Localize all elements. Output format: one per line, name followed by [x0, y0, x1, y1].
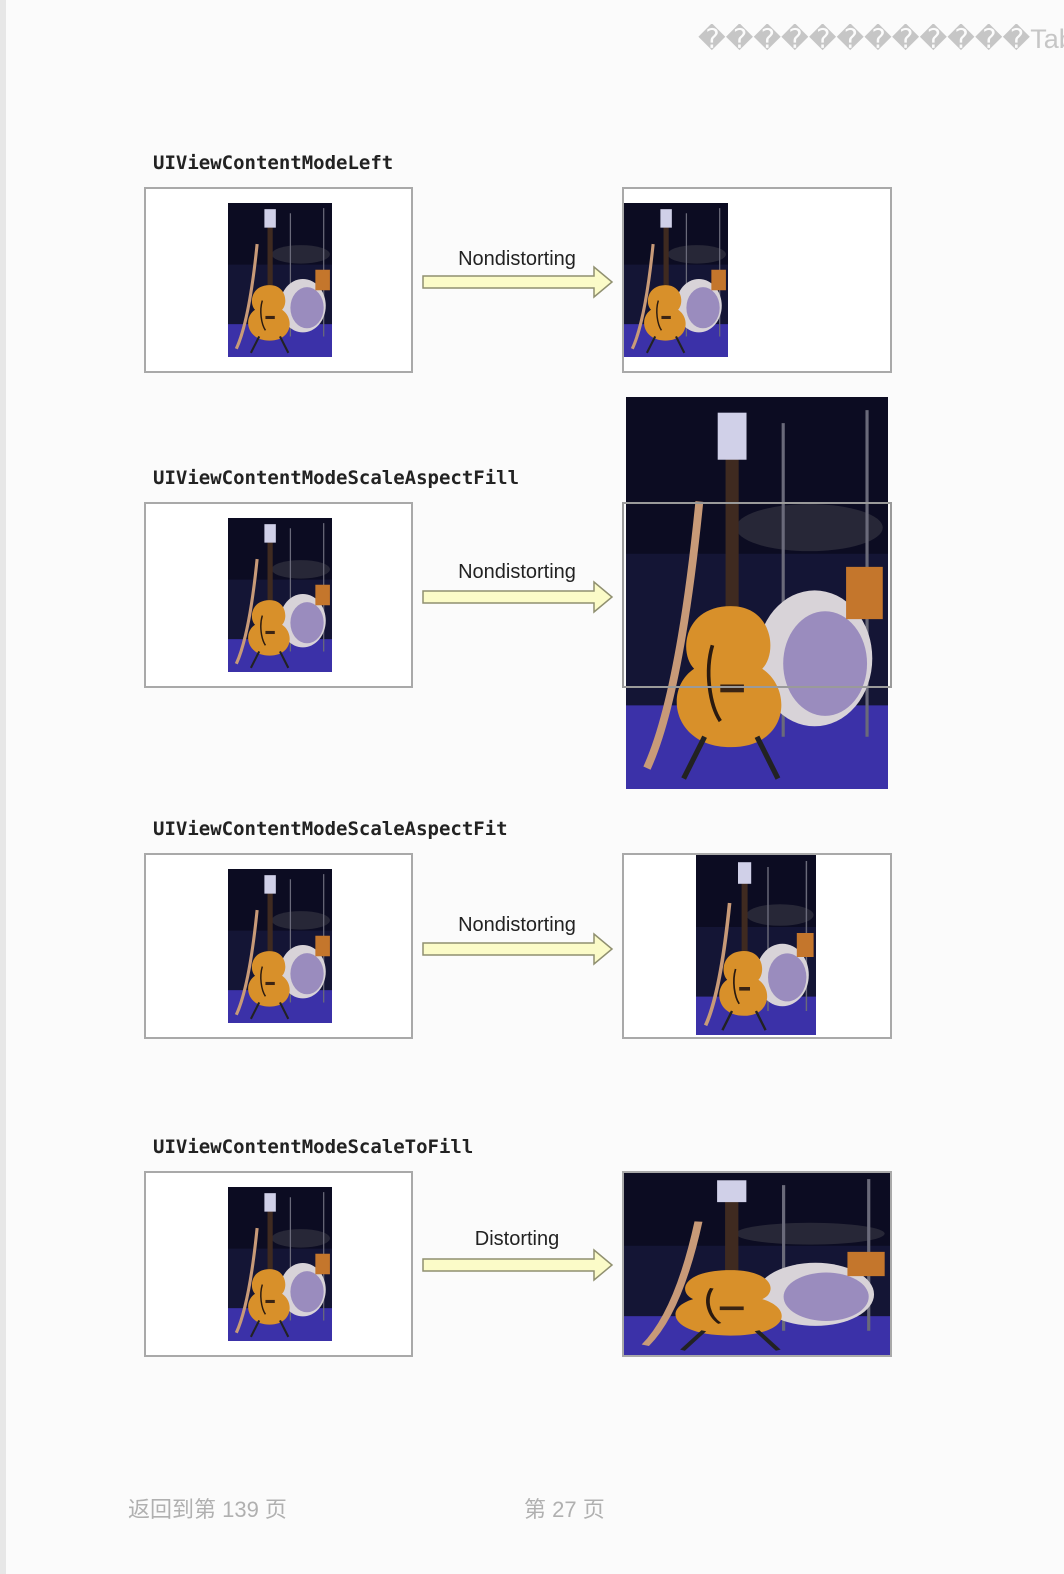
document-title: ������������TableVie: [698, 24, 1064, 54]
result-guitar-photo-aspect-fit: [696, 855, 816, 1035]
right-arrow-icon: [422, 1248, 614, 1282]
page-number: 第 27 页: [524, 1497, 605, 1522]
mode-label-aspect-fill: UIViewContentModeScaleAspectFill: [153, 467, 520, 489]
source-guitar-photo-scale-to-fill: [228, 1187, 332, 1341]
arrow-label-aspect-fill: Nondistorting: [458, 561, 576, 583]
mode-label-aspect-fit: UIViewContentModeScaleAspectFit: [153, 818, 508, 840]
right-arrow-icon: [422, 932, 614, 966]
mode-label-left: UIViewContentModeLeft: [153, 152, 394, 174]
arrow-label-aspect-fit: Nondistorting: [458, 914, 576, 936]
result-guitar-photo-scale-to-fill: [624, 1173, 890, 1355]
source-guitar-photo-left: [228, 203, 332, 357]
arrow-label-scale-to-fill: Distorting: [474, 1228, 560, 1250]
result-frame-aspect-fill: [622, 502, 892, 688]
mode-label-scale-to-fill: UIViewContentModeScaleToFill: [153, 1136, 474, 1158]
source-guitar-photo-aspect-fill: [228, 518, 332, 672]
arrow-label-left: Nondistorting: [458, 248, 576, 270]
result-guitar-photo-left: [624, 203, 728, 357]
right-arrow-icon: [422, 580, 614, 614]
back-to-page-link[interactable]: 返回到第 139 页: [128, 1497, 287, 1522]
source-guitar-photo-aspect-fit: [228, 869, 332, 1023]
right-arrow-icon: [422, 265, 614, 299]
